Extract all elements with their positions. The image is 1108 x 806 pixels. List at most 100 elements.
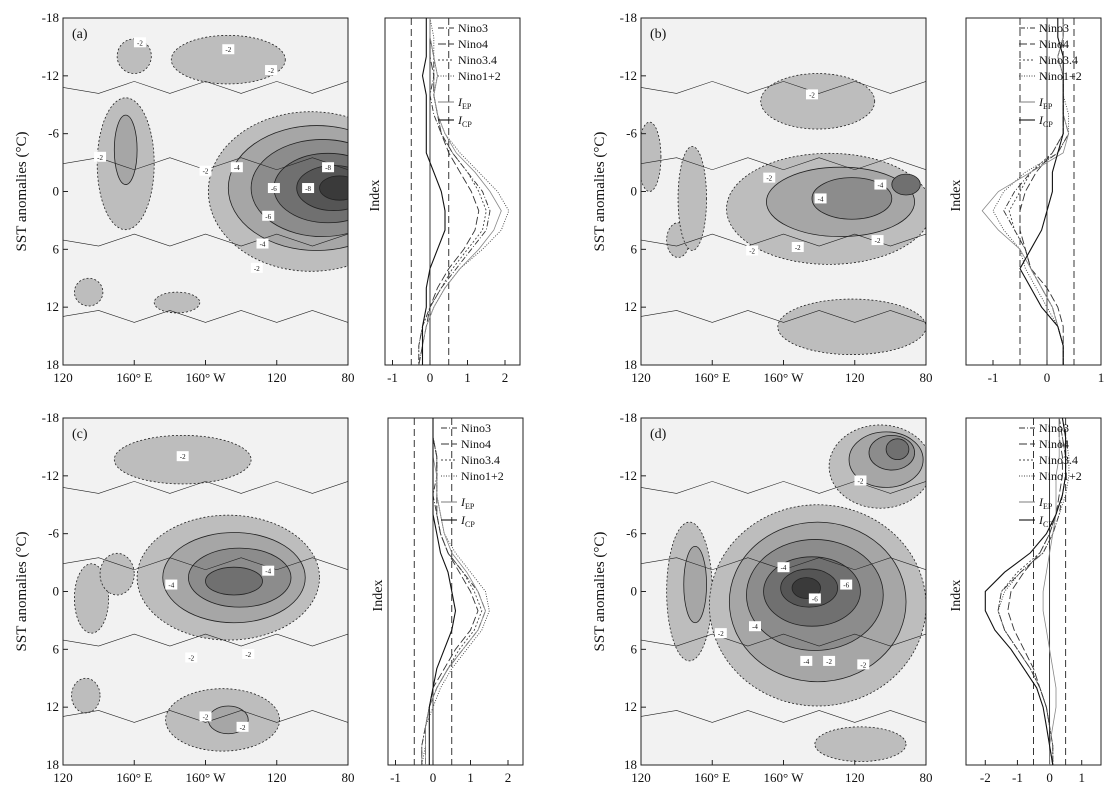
y-axis-label: SST anomalies (°C) <box>592 132 608 252</box>
y-tick-label: 18 <box>46 757 59 772</box>
y-tick-label: 6 <box>631 641 638 656</box>
contour-label-box <box>185 652 198 663</box>
index-axis-label: Index <box>368 180 383 212</box>
y-tick-label: -18 <box>42 410 59 425</box>
contour-label: -4 <box>234 164 240 172</box>
contour-label-box <box>242 648 255 659</box>
contour-label-box <box>265 65 278 76</box>
contour-label-box <box>808 593 821 604</box>
index-tick-label: 0 <box>1046 770 1053 785</box>
legend-entry: Nino3 <box>1039 21 1069 35</box>
index-series-icp <box>1019 18 1064 365</box>
y-tick-label: -6 <box>48 126 59 141</box>
legend-entry: Nino1+2 <box>458 69 501 83</box>
contour-line <box>641 157 926 171</box>
contour-label-box <box>133 37 146 48</box>
contour-line <box>63 310 348 323</box>
contour-label: -8 <box>325 164 331 172</box>
contour-label: -2 <box>203 168 209 176</box>
contour-label: -6 <box>812 595 818 603</box>
contour-line <box>63 81 348 94</box>
legend-entry: Nino3.4 <box>458 53 497 67</box>
contour-label: -2 <box>809 91 815 99</box>
contour-label-box <box>840 579 853 590</box>
contour-label-box <box>814 193 827 204</box>
x-tick-label: 160° W <box>764 770 805 785</box>
contour-line <box>63 481 348 494</box>
contour-label: -8 <box>305 185 311 193</box>
x-tick-label: 120 <box>631 770 651 785</box>
contour-label: -2 <box>97 154 103 162</box>
x-tick-label: 160° E <box>116 770 152 785</box>
index-tick-label: -1 <box>1012 770 1023 785</box>
contour-region <box>677 145 707 251</box>
legend-entry: Nino3.4 <box>1039 453 1078 467</box>
legend-entry: Nino3 <box>458 21 488 35</box>
contour-label: -6 <box>265 213 271 221</box>
contour-label-box <box>854 475 867 486</box>
contour-label: -2 <box>245 651 251 659</box>
contour-label: -2 <box>875 237 881 245</box>
legend-entry: Nino4 <box>1039 437 1069 451</box>
index-tick-label: -1 <box>390 770 401 785</box>
index-tick-label: 1 <box>1098 370 1105 385</box>
contour-line <box>63 710 348 723</box>
contour-label-box <box>322 162 335 173</box>
contour-line <box>641 710 926 723</box>
contour-line <box>641 633 926 647</box>
y-tick-label: -6 <box>48 526 59 541</box>
contour-label: -6 <box>843 582 849 590</box>
y-tick-label: -12 <box>620 68 637 83</box>
contour-label-box <box>857 659 870 670</box>
x-tick-label: 120 <box>845 770 865 785</box>
contour-region <box>814 726 907 762</box>
index-plot: -2 -1 0 1IndexNino3Nino4Nino3.4Nino1+2IEPIC… <box>949 417 1102 785</box>
contour-region <box>71 677 101 714</box>
index-tick-label: 2 <box>505 770 512 785</box>
panel-a: -2-2-2-2-2 -4-6 -8-8-6-4-2-18-12-606121812… <box>14 10 521 385</box>
index-series-nino4 <box>1007 418 1063 766</box>
contour-label-box <box>823 655 836 666</box>
x-tick-label: 80 <box>920 770 933 785</box>
y-axis-label: SST anomalies (°C) <box>14 532 30 652</box>
index-tick-label: 0 <box>430 770 437 785</box>
x-tick-label: 120 <box>267 770 287 785</box>
panel-label: (d) <box>650 427 667 442</box>
panel-label: (b) <box>650 27 667 42</box>
contour-label-box <box>267 183 280 194</box>
contour-line <box>63 233 348 247</box>
contour-label: -2 <box>795 244 801 252</box>
contour-label-box <box>746 245 759 256</box>
contour-region <box>777 298 926 355</box>
contour-label: -2 <box>718 630 724 638</box>
contour-label: -2 <box>180 453 186 461</box>
x-tick-label: 80 <box>342 370 355 385</box>
y-tick-label: 12 <box>46 299 59 314</box>
y-tick-label: 6 <box>631 241 638 256</box>
index-tick-label: -2 <box>980 770 991 785</box>
contour-label: -2 <box>268 67 274 75</box>
y-tick-label: 18 <box>624 357 637 372</box>
x-tick-label: 120 <box>845 370 865 385</box>
x-tick-label: 80 <box>920 370 933 385</box>
legend-entry: Nino1+2 <box>1039 469 1082 483</box>
y-tick-label: -6 <box>626 526 637 541</box>
y-axis-label: SST anomalies (°C) <box>14 132 30 252</box>
contour-label-box <box>262 565 275 576</box>
contour-label: -2 <box>203 713 209 721</box>
index-series-iep <box>422 18 502 365</box>
index-tick-label: -1 <box>387 370 398 385</box>
panel-label: (c) <box>72 427 88 442</box>
index-tick-label: 0 <box>1044 370 1051 385</box>
y-tick-label: 12 <box>46 699 59 714</box>
contour-label: -2 <box>254 265 260 273</box>
legend-entry: Nino1+2 <box>1039 69 1082 83</box>
contour-region <box>153 291 201 314</box>
